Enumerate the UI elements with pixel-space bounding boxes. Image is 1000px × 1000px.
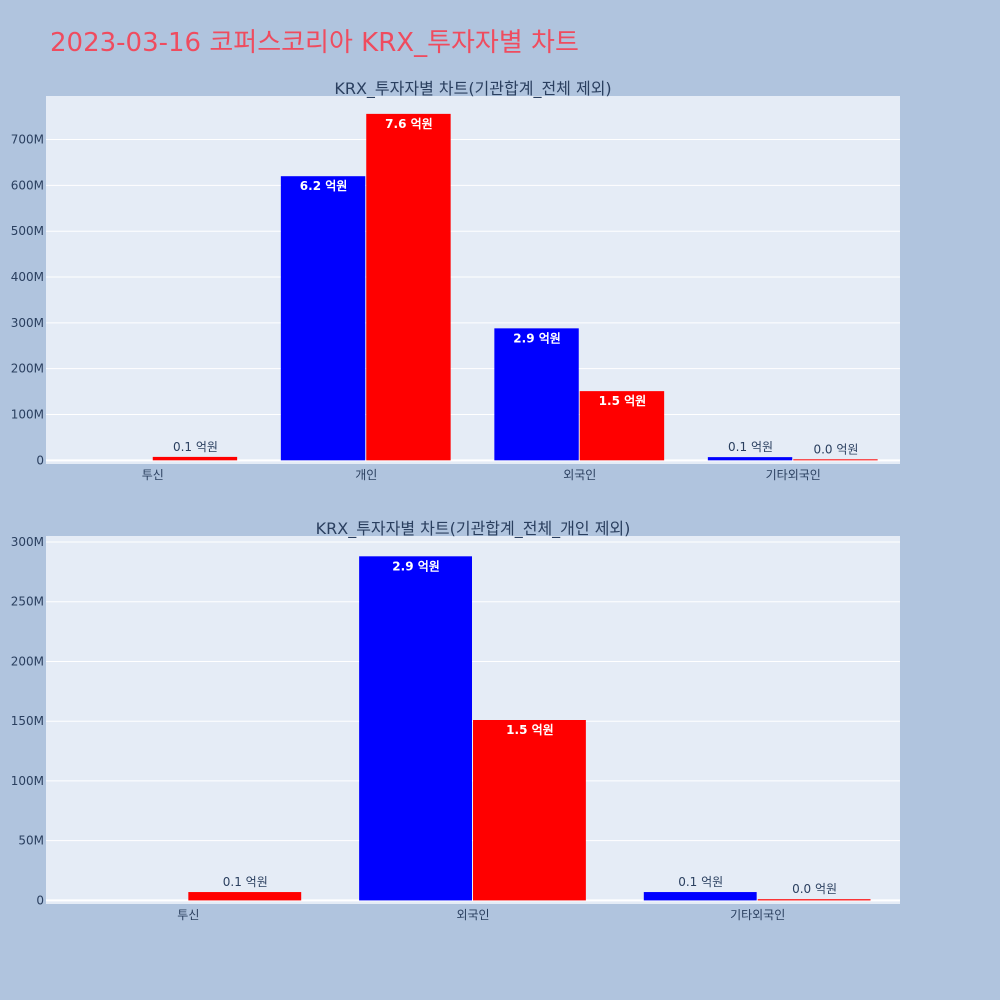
bar [579, 391, 665, 461]
bar [757, 899, 871, 901]
page-title: 2023-03-16 코퍼스코리아 KRX_투자자별 차트 [50, 28, 579, 58]
data-label: 0.0 억원 [792, 882, 837, 896]
data-label: 1.5 억원 [599, 394, 647, 408]
y-tick-label: 200M [11, 362, 44, 376]
y-tick-label: 400M [11, 270, 44, 284]
y-tick-label: 100M [11, 408, 44, 422]
bar [366, 113, 451, 461]
x-tick-label: 투신 [142, 468, 164, 482]
y-tick-label: 200M [11, 654, 44, 668]
y-tick-label: 0 [36, 453, 44, 467]
y-tick-label: 50M [18, 834, 44, 848]
data-label: 7.6 억원 [385, 117, 433, 131]
data-label: 0.0 억원 [813, 442, 858, 456]
y-tick-label: 700M [11, 133, 44, 147]
data-label: 6.2 억원 [300, 179, 348, 193]
bar [643, 892, 757, 901]
x-tick-label: 외국인 [456, 908, 489, 922]
y-tick-label: 250M [11, 595, 44, 609]
bar [280, 176, 366, 461]
x-tick-label: 기타외국인 [766, 468, 821, 482]
y-tick-label: 300M [11, 316, 44, 330]
y-tick-label: 300M [11, 535, 44, 549]
bar [793, 459, 878, 461]
y-tick-label: 100M [11, 774, 44, 788]
x-tick-label: 기타외국인 [730, 908, 785, 922]
bar [152, 456, 238, 461]
chart-2: KRX_투자자별 차트(기관합계_전체_개인 제외) 0 50M 100M 150M 20… [11, 519, 900, 922]
bar [494, 328, 579, 461]
bar [473, 720, 586, 901]
data-label: 0.1 억원 [223, 875, 268, 889]
y-tick-label: 600M [11, 178, 44, 192]
data-label: 2.9 억원 [392, 559, 440, 573]
chart-1: KRX_투자자별 차트(기관합계_전체 제외) 0 100M 200M 300M 400M… [11, 79, 900, 482]
plot-area [46, 96, 900, 464]
data-label: 0.1 억원 [678, 875, 723, 889]
bar [359, 556, 472, 901]
chart-title: KRX_투자자별 차트(기관합계_전체 제외) [334, 79, 611, 99]
data-label: 0.1 억원 [728, 440, 773, 454]
y-tick-label: 0 [36, 893, 44, 907]
bar [707, 457, 793, 461]
bar [188, 892, 302, 901]
x-tick-label: 개인 [355, 468, 377, 482]
data-label: 2.9 억원 [513, 331, 561, 345]
data-label: 0.1 억원 [173, 440, 218, 454]
y-tick-label: 500M [11, 224, 44, 238]
y-tick-label: 150M [11, 714, 44, 728]
x-tick-label: 외국인 [563, 468, 596, 482]
chart-title: KRX_투자자별 차트(기관합계_전체_개인 제외) [316, 519, 631, 539]
data-label: 1.5 억원 [506, 723, 554, 737]
x-tick-label: 투신 [177, 908, 199, 922]
